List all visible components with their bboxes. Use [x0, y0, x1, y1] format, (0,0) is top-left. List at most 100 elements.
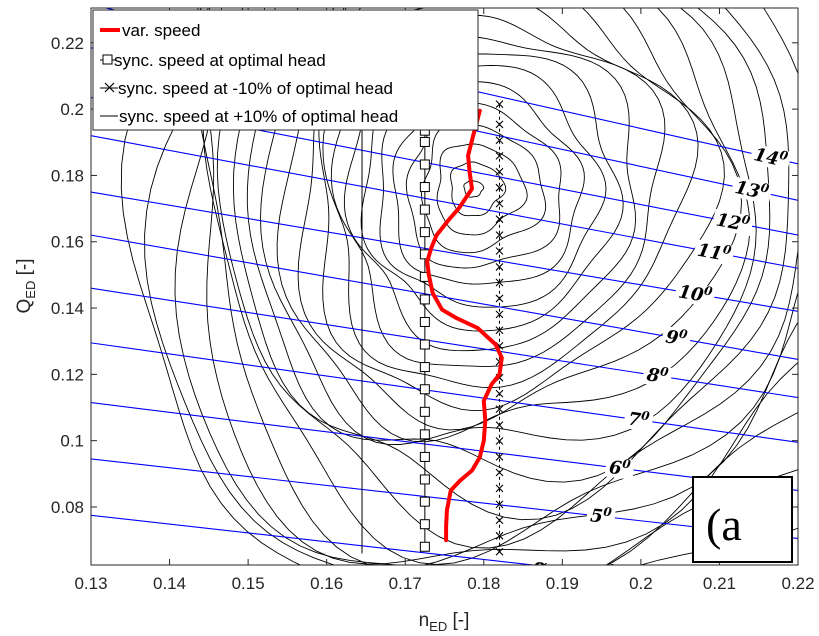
- guide-vane-label-superscript: 0: [678, 327, 689, 342]
- square-marker: [419, 406, 430, 417]
- guide-vane-label-value: = 4: [565, 559, 607, 584]
- guide-vane-label-superscript: 0: [640, 408, 651, 423]
- efficiency-contour: [260, 8, 757, 445]
- guide-vane-label-value: 7: [627, 409, 643, 432]
- synchronous-speed-lines: [361, 100, 504, 556]
- cross-marker: [495, 167, 504, 176]
- cross-marker: [495, 468, 504, 477]
- guide-vane-label-superscript: 0: [659, 364, 670, 379]
- guide-vane-label: 60: [608, 455, 632, 480]
- efficiency-contour: [379, 65, 607, 308]
- guide-vane-label-value: 5: [589, 505, 604, 527]
- x-axis-label-unit: [-]: [447, 610, 469, 631]
- var-speed-line: [425, 108, 504, 543]
- square-marker: [419, 541, 430, 552]
- x-axis-label-sub: ED: [429, 619, 447, 634]
- x-tick-label: 0.21: [703, 574, 736, 593]
- cross-marker: [495, 437, 504, 445]
- guide-vane-label-background: [585, 504, 616, 528]
- cross-marker: [495, 199, 504, 208]
- x-tick-label: 0.22: [781, 574, 814, 593]
- cross-marker: [495, 531, 504, 540]
- guide-vane-label-background: [660, 325, 692, 351]
- guide-vane-label: 120: [714, 207, 752, 236]
- guide-vane-label-superscript: 0: [778, 148, 790, 164]
- square-marker: [419, 159, 430, 170]
- square-marker: [419, 519, 430, 530]
- guide-vane-label-background: [711, 208, 754, 236]
- guide-vane-label-background: [559, 558, 590, 565]
- efficiency-contour: [405, 101, 562, 269]
- y-tick-label: 0.16: [51, 233, 84, 252]
- efficiency-contour: [318, 8, 725, 412]
- guide-vane-label-value: 6: [608, 457, 623, 479]
- legend-label: sync. speed at optimal head: [114, 51, 326, 70]
- cross-marker: [495, 294, 504, 303]
- guide-vane-label-value: 13: [733, 177, 762, 203]
- y-tick-label: 0.12: [51, 365, 84, 384]
- guide-vane-label: 110: [695, 238, 733, 267]
- guide-vane-label-value: 10: [677, 281, 706, 306]
- guide-vane-label-superscript: 0: [722, 242, 733, 257]
- panel-label-text: (a: [706, 499, 742, 550]
- cross-marker: [495, 389, 504, 398]
- efficiency-contour: [330, 14, 666, 367]
- y-axis-label-main: Q: [14, 299, 35, 314]
- legend-item-sync-minus-10: sync. speed at -10% of optimal head: [100, 79, 393, 98]
- y-axis-label-unit: [-]: [14, 258, 35, 280]
- guide-vane-label-background: [623, 408, 654, 432]
- square-marker: [419, 204, 430, 215]
- cross-marker: [495, 278, 504, 287]
- variable-speed-curve: [425, 108, 504, 543]
- y-tick-label: 0.18: [51, 166, 84, 185]
- square-marker: [419, 182, 430, 193]
- guide-vane-label-background: [604, 456, 635, 480]
- x-axis-label-main: n: [419, 610, 430, 631]
- y-tick-label: 0.1: [60, 432, 84, 451]
- x-tick-label: 0.19: [546, 574, 579, 593]
- guide-vane-label-background: [692, 239, 735, 266]
- guide-vane-label: 130: [733, 175, 771, 205]
- guide-vane-line: [91, 458, 798, 540]
- guide-vane-label: 100: [677, 279, 714, 307]
- guide-vane-label: 50: [589, 503, 613, 528]
- efficiency-contour: [120, 8, 798, 565]
- legend-item-sync-plus-10: sync. speed at +10% of optimal head: [100, 107, 398, 126]
- cross-marker: [495, 136, 504, 145]
- efficiency-contour: [297, 8, 742, 431]
- square-marker: [419, 136, 430, 147]
- guide-vane-label-value: 12: [714, 209, 743, 234]
- y-tick-label: 0.22: [51, 34, 84, 53]
- guide-vane-label-value: 9: [664, 326, 680, 349]
- guide-vane-label-value: 11: [695, 240, 723, 265]
- square-marker: [419, 294, 430, 305]
- guide-vane-label-superscript: 0: [621, 457, 632, 472]
- cross-marker: [495, 500, 504, 509]
- efficiency-contour: [343, 36, 636, 352]
- guide-vane-line: [91, 135, 798, 269]
- legend-label: var. speed: [122, 21, 200, 40]
- cross-marker: [495, 405, 504, 414]
- x-tick-label: 0.16: [310, 574, 343, 593]
- x-axis-label: nED [-]: [419, 610, 470, 634]
- legend-swatch-cross-marker: [104, 82, 115, 93]
- guide-vane-label: 70: [627, 407, 652, 433]
- efficiency-contours: [120, 8, 798, 565]
- cross-marker: [495, 547, 504, 556]
- guide-vane-line: [91, 287, 798, 399]
- square-marker: [419, 227, 430, 238]
- x-tick-label: 0.18: [467, 574, 500, 593]
- efficiency-contour: [202, 8, 798, 565]
- y-tick-label: 0.08: [51, 498, 84, 517]
- efficiency-contour: [450, 161, 507, 217]
- y-tick-label: 0.2: [60, 100, 84, 119]
- x-tick-label: 0.15: [232, 574, 265, 593]
- guide-vane-label-background: [730, 176, 773, 205]
- guide-vane-label-superscript: 0: [603, 505, 614, 520]
- cross-marker: [495, 231, 504, 239]
- cross-marker: [495, 516, 504, 525]
- x-tick-label: 0.2: [629, 574, 653, 593]
- x-axis-ticks: 0.13 0.14 0.15 0.16 0.17 0.18 0.19 0.2 0.21 0.22: [74, 8, 815, 593]
- plot-frame: [90, 7, 799, 566]
